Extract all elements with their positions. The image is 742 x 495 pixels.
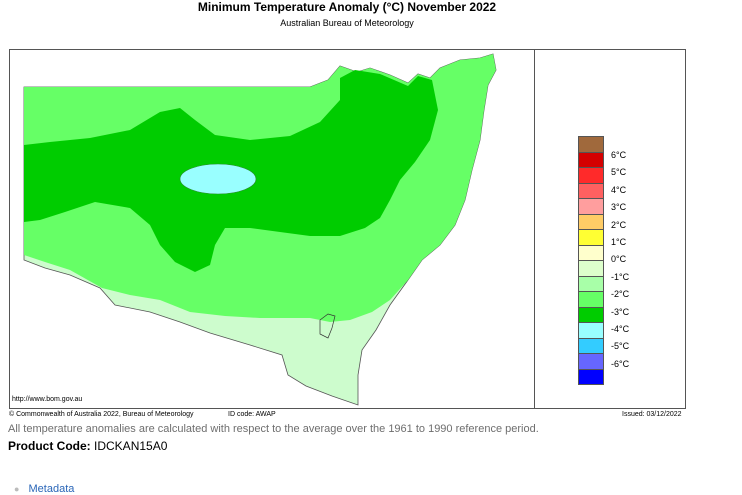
legend-swatch <box>578 260 604 277</box>
legend-swatch <box>578 167 604 184</box>
legend-divider <box>534 49 535 409</box>
legend-swatch <box>578 337 604 354</box>
legend-label: -3°C <box>611 306 630 317</box>
legend-swatch <box>578 306 604 323</box>
legend-label: 5°C <box>611 167 627 178</box>
legend-label: 4°C <box>611 184 627 195</box>
legend-swatch <box>578 182 604 199</box>
id-code: ID code: AWAP <box>228 411 276 418</box>
legend-label: -6°C <box>611 358 630 369</box>
product-code-label: Product Code: <box>8 439 91 453</box>
legend-label: -5°C <box>611 341 630 352</box>
legend-label: -4°C <box>611 323 630 334</box>
legend-label: 0°C <box>611 254 627 265</box>
metadata-link[interactable]: Metadata <box>28 483 75 495</box>
bullet-icon: ● <box>14 484 20 494</box>
legend-swatch <box>578 368 604 385</box>
legend-swatch <box>578 229 604 246</box>
map-subtitle: Australian Bureau of Meteorology <box>280 18 414 28</box>
product-code-value: IDCKAN15A0 <box>94 439 168 453</box>
legend-swatch <box>578 136 604 153</box>
legend-label: -1°C <box>611 271 630 282</box>
legend-swatch <box>578 151 604 168</box>
act-outline <box>319 313 336 339</box>
region-minus4 <box>179 163 257 195</box>
legend-label: 6°C <box>611 150 627 160</box>
legend-label: -2°C <box>611 289 630 300</box>
product-code: Product Code: IDCKAN15A0 <box>8 439 167 453</box>
legend-swatch <box>578 353 604 370</box>
legend-swatch <box>578 244 604 261</box>
legend-label: 3°C <box>611 202 627 213</box>
metadata-link-item[interactable]: ● Metadata <box>14 483 74 495</box>
legend-label: 1°C <box>611 236 627 247</box>
reference-period-note: All temperature anomalies are calculated… <box>8 423 539 435</box>
legend <box>578 136 604 385</box>
legend-label: 2°C <box>611 219 627 230</box>
map-title: Minimum Temperature Anomaly (°C) Novembe… <box>197 0 497 14</box>
legend-labels: 6°C 5°C 4°C 3°C 2°C 1°C 0°C -1°C -2°C -3… <box>611 150 629 376</box>
legend-swatch <box>578 213 604 230</box>
copyright-text: © Commonwealth of Australia 2022, Bureau… <box>9 411 194 418</box>
legend-swatch <box>578 198 604 215</box>
legend-swatch <box>578 322 604 339</box>
legend-swatch <box>578 291 604 308</box>
legend-swatch <box>578 275 604 292</box>
source-url: http://www.bom.gov.au <box>12 396 83 403</box>
issued-date: Issued: 03/12/2022 <box>622 411 682 418</box>
nsw-anomaly-map <box>23 53 497 406</box>
